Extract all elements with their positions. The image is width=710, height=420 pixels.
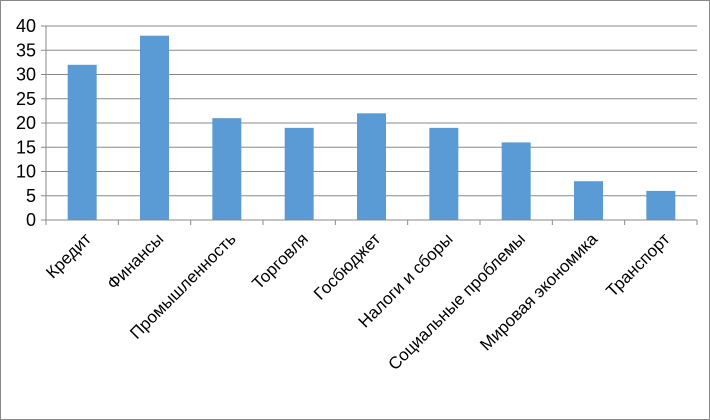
y-tick-label: 10	[16, 162, 36, 182]
x-category-label: Кредит	[42, 229, 95, 282]
bar	[501, 142, 531, 220]
bar	[574, 181, 603, 220]
bar	[140, 35, 169, 221]
y-axis-ticks: 0 5 10 15 20 25 30 35 40	[16, 16, 46, 230]
y-tick-label: 5	[26, 186, 36, 206]
x-category-label: Госбюджет	[310, 229, 384, 303]
y-tick-label: 20	[16, 113, 36, 133]
y-tick-label: 35	[16, 40, 36, 60]
bar	[357, 113, 386, 220]
bars	[67, 35, 676, 221]
y-tick-label: 40	[16, 16, 36, 36]
y-tick-label: 30	[16, 65, 36, 85]
y-tick-label: 15	[16, 137, 36, 157]
axes	[45, 26, 698, 225]
bar	[646, 190, 676, 220]
x-category-label: Мировая экономика	[476, 229, 601, 354]
bar	[212, 118, 242, 220]
y-tick-label: 0	[26, 210, 36, 230]
y-tick-label: 25	[16, 89, 36, 109]
x-category-label: Финансы	[103, 229, 167, 293]
x-category-label: Торговля	[248, 229, 312, 293]
bar	[429, 127, 459, 220]
bar	[67, 64, 97, 220]
bar	[284, 127, 314, 220]
x-category-label: Социальные проблемы	[384, 229, 529, 374]
x-category-label: Транспорт	[602, 229, 673, 300]
